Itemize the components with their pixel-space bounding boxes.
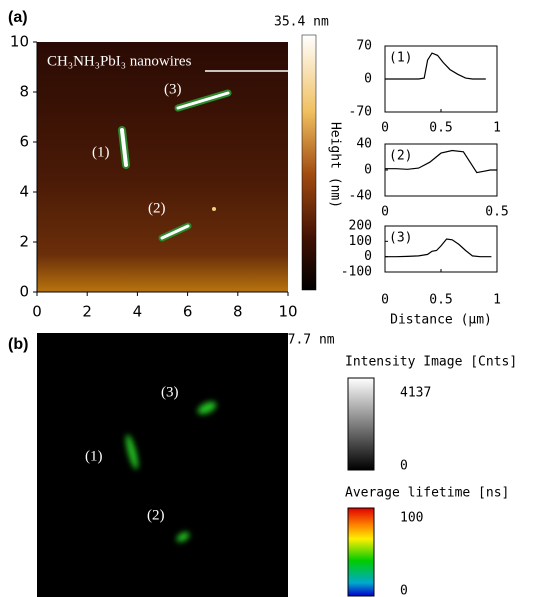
colorbar [347, 507, 375, 597]
plot-title: (2) [389, 149, 412, 164]
x-tick-label: 1 [493, 293, 501, 308]
y-axis-label: Height (nm) [328, 122, 343, 208]
x-tick-label: 0 [381, 121, 389, 136]
y-tick-label: 0 [19, 283, 29, 301]
x-tick-label: 6 [183, 303, 193, 321]
colorbar-max: 100 [400, 511, 423, 526]
colorbar-title: Average lifetime [ns] [345, 486, 509, 501]
x-tick-label: 4 [133, 303, 143, 321]
x-tick-label: 0.5 [429, 293, 452, 308]
x-axis-label: Distance (μm) [390, 313, 492, 328]
x-tick-label: 8 [233, 303, 243, 321]
y-tick-label: 70 [356, 39, 372, 54]
wire-label: (2) [148, 200, 166, 216]
colorbar-max: 4137 [400, 386, 431, 401]
colorbar-title: Intensity Image [Cnts] [345, 355, 517, 370]
y-tick-label: 8 [19, 83, 29, 101]
x-tick-label: 0 [381, 293, 389, 308]
emission-spots [125, 401, 217, 542]
y-tick-label: 6 [19, 133, 29, 151]
colorbar-min: 0 [400, 584, 408, 597]
wire-label: (3) [164, 81, 182, 97]
x-tick-label: 0.5 [429, 121, 452, 136]
wire-label: (2) [147, 507, 165, 523]
y-tick-label: 0 [364, 72, 372, 87]
afm-image [37, 42, 288, 292]
wire-label: (3) [161, 384, 179, 400]
wire-label: (1) [85, 448, 103, 464]
x-tick-label: 2 [82, 303, 92, 321]
plot-title: (3) [389, 231, 412, 246]
y-tick-label: 40 [356, 137, 372, 152]
x-tick-label: 10 [278, 303, 297, 321]
colorbar [347, 377, 375, 471]
y-tick-label: 0 [364, 163, 372, 178]
colorbar-max: 35.4 nm [274, 15, 329, 30]
x-tick-label: 0 [32, 303, 42, 321]
x-tick-label: 1 [493, 121, 501, 136]
annotation: CH₃NH₃PbI₃ nanowires [47, 53, 192, 69]
panel-label: (b) [8, 336, 28, 353]
y-tick-label: -70 [349, 105, 372, 120]
y-tick-label: 0 [364, 249, 372, 264]
y-tick-label: 10 [10, 33, 29, 51]
y-tick-label: -100 [341, 265, 372, 280]
profile-line [385, 149, 497, 174]
wire-label: (1) [92, 144, 110, 160]
profile-line [385, 52, 486, 80]
y-tick-label: 200 [349, 219, 372, 234]
x-tick-label: 0 [381, 205, 389, 220]
panel-label: (a) [8, 9, 28, 26]
colorbar [301, 34, 317, 291]
profile-line [385, 238, 492, 258]
colorbar-min: 0 [400, 459, 408, 474]
x-tick-label: 0.5 [485, 205, 508, 220]
y-tick-label: 2 [19, 233, 29, 251]
y-tick-label: 4 [19, 183, 29, 201]
y-tick-label: -40 [349, 189, 372, 204]
plot-title: (1) [389, 51, 412, 66]
y-tick-label: 100 [349, 234, 372, 249]
fluorescence-image [37, 333, 288, 597]
nanowires [118, 89, 232, 242]
